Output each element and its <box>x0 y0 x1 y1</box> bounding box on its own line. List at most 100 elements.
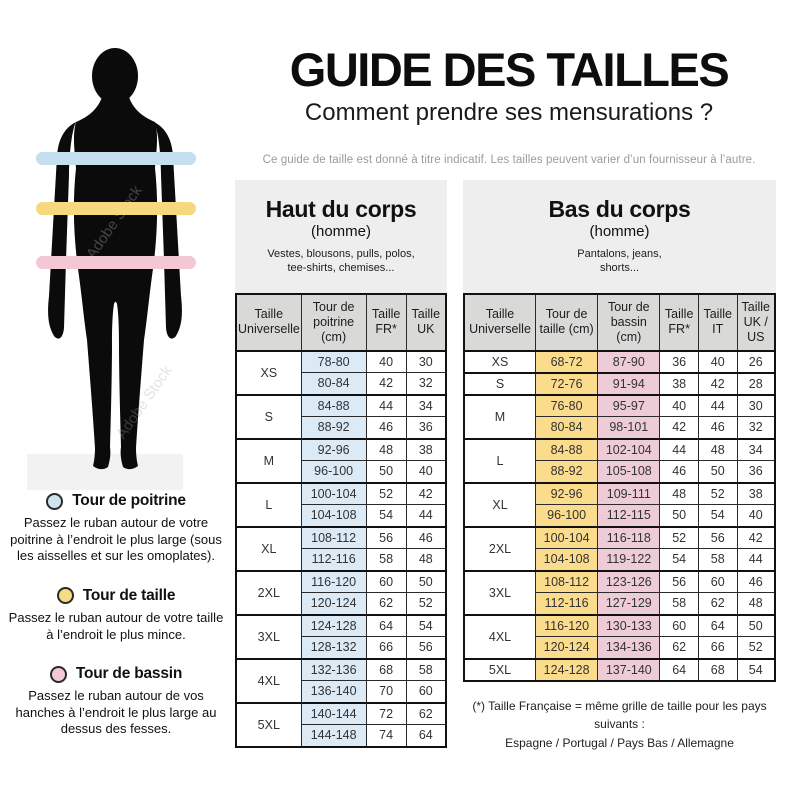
column-header: Taille UK <box>405 293 447 352</box>
table-cell: 38 <box>736 481 776 506</box>
size-label-cell: 5XL <box>463 657 537 682</box>
table-cell: 46 <box>365 416 407 440</box>
table-cell: 64 <box>659 657 699 682</box>
column-header: Taille IT <box>697 293 738 352</box>
table-cell: 58 <box>697 548 738 572</box>
size-label-cell: M <box>463 393 537 440</box>
table-row: 144-148 74 64 <box>236 724 447 748</box>
table-row: S 72-76 91-94 38 42 28 <box>463 371 776 396</box>
table-cell: 50 <box>365 460 407 484</box>
french-size-footnote: (*) Taille Française = même grille de ta… <box>463 697 776 753</box>
table-cell: 104-108 <box>300 504 367 528</box>
legend-title-row: Tour de taille <box>6 587 226 605</box>
table-cell: 48 <box>659 481 699 506</box>
table-cell: 56 <box>365 525 407 550</box>
table-cell: 62 <box>659 636 699 660</box>
table-row: 3XL 108-112 123-126 56 60 46 <box>463 569 776 616</box>
table-cell: 116-120 <box>535 613 599 638</box>
table-cell: 44 <box>405 504 447 528</box>
table-row: 3XL 124-128 64 54 <box>235 613 447 660</box>
table-cell: 91-94 <box>597 371 661 396</box>
disclaimer-text: Ce guide de taille est donné à titre ind… <box>262 153 756 166</box>
table-cell: 30 <box>405 349 447 374</box>
table-cell: 32 <box>405 372 447 396</box>
legend-description: Passez le ruban autour de votre taille à… <box>8 609 224 642</box>
table-row: 120-124 134-136 62 66 52 <box>464 636 776 660</box>
table-cell: 38 <box>659 371 699 396</box>
table-cell: 64 <box>365 613 407 638</box>
table-cell: 92-96 <box>300 437 367 462</box>
table-row: S 84-88 44 34 <box>235 393 447 440</box>
silhouette-head <box>92 48 138 104</box>
table-cell: 124-128 <box>300 613 367 638</box>
silhouette-right-arm <box>154 122 182 339</box>
table-cell: 56 <box>697 525 738 550</box>
table-cell: 134-136 <box>597 636 661 660</box>
column-header: Taille UK / US <box>736 293 776 352</box>
table-row: 80-84 42 32 <box>236 372 447 396</box>
table-cell: 72 <box>365 701 407 726</box>
table-cell: 130-133 <box>597 613 661 638</box>
hip-color-dot-icon <box>49 665 67 683</box>
column-header: Taille FR* <box>365 293 407 352</box>
table-row: 5XL 124-128 137-140 64 68 54 <box>463 657 776 682</box>
table-cell: 40 <box>736 504 776 528</box>
table-cell: 116-120 <box>300 569 367 594</box>
body-silhouette-diagram: Adobe Stock Adobe Stock <box>27 48 196 490</box>
silhouette-body <box>73 91 158 470</box>
table-cell: 108-112 <box>300 525 367 550</box>
table-cell: 100-104 <box>535 525 599 550</box>
upper-body-panel: Haut du corps (homme) Vestes, blousons, … <box>235 179 447 753</box>
table-row: M 76-80 95-97 40 44 30 <box>463 393 776 440</box>
table-cell: 54 <box>697 504 738 528</box>
size-label-cell: 3XL <box>463 569 537 616</box>
table-cell: 56 <box>659 569 699 594</box>
table-cell: 68 <box>365 657 407 682</box>
table-cell: 119-122 <box>597 548 661 572</box>
table-cell: 58 <box>405 657 447 682</box>
size-label-cell: 5XL <box>235 701 302 748</box>
table-cell: 36 <box>659 349 699 374</box>
table-cell: 88-92 <box>535 460 599 484</box>
table-cell: 28 <box>736 371 776 396</box>
size-label-cell: XS <box>235 349 302 396</box>
table-cell: 42 <box>365 372 407 396</box>
table-cell: 54 <box>736 657 776 682</box>
waist-measure-band <box>36 202 196 215</box>
table-cell: 137-140 <box>597 657 661 682</box>
table-cell: 62 <box>697 592 738 616</box>
table-row: L 84-88 102-104 44 48 34 <box>463 437 776 484</box>
table-row: 104-108 54 44 <box>236 504 447 528</box>
table-cell: 64 <box>405 724 447 748</box>
page-title: GUIDE DES TAILLES <box>289 43 730 96</box>
table-cell: 87-90 <box>597 349 661 374</box>
size-label-cell: 2XL <box>235 569 302 616</box>
upper-body-panel-header: Haut du corps (homme) Vestes, blousons, … <box>235 179 447 293</box>
column-header: Taille Universelle <box>463 293 537 352</box>
upper-body-gender: (homme) <box>310 222 371 240</box>
table-cell: 98-101 <box>597 416 661 440</box>
table-cell: 102-104 <box>597 437 661 462</box>
table-row: 120-124 62 52 <box>236 592 447 616</box>
table-cell: 48 <box>697 437 738 462</box>
size-label-cell: L <box>463 437 537 484</box>
table-row: 4XL 132-136 68 58 <box>235 657 447 704</box>
table-cell: 68 <box>697 657 738 682</box>
table-row: XL 92-96 109-111 48 52 38 <box>463 481 776 528</box>
footnote-line-1: (*) Taille Française = même grille de ta… <box>472 698 767 732</box>
page-subtitle: Comment prendre ses mensurations ? <box>304 98 714 126</box>
table-cell: 104-108 <box>535 548 599 572</box>
table-cell: 105-108 <box>597 460 661 484</box>
table-cell: 50 <box>659 504 699 528</box>
table-cell: 50 <box>405 569 447 594</box>
measurement-legend: Tour de poitrine Passez le ruban autour … <box>6 492 226 760</box>
table-row: 2XL 100-104 116-118 52 56 42 <box>463 525 776 572</box>
table-cell: 46 <box>405 525 447 550</box>
lower-body-panel-header: Bas du corps (homme) Pantalons, jeans, s… <box>463 179 776 293</box>
legend-item-poitrine: Tour de poitrine Passez le ruban autour … <box>6 492 226 565</box>
table-cell: 112-116 <box>535 592 599 616</box>
table-cell: 32 <box>736 416 776 440</box>
table-cell: 44 <box>697 393 738 418</box>
table-cell: 92-96 <box>535 481 599 506</box>
table-cell: 60 <box>365 569 407 594</box>
